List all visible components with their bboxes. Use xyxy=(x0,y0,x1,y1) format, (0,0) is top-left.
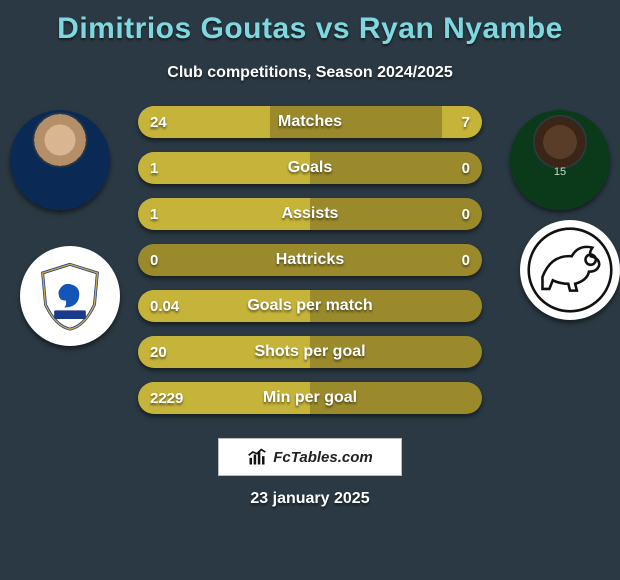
stat-row: 10Goals xyxy=(138,152,482,184)
brand-text: FcTables.com xyxy=(273,449,372,466)
stat-row: 2229Min per goal xyxy=(138,382,482,414)
stat-row: 247Matches xyxy=(138,106,482,138)
stat-row: 10Assists xyxy=(138,198,482,230)
stat-label: Min per goal xyxy=(138,382,482,414)
club-left-logo xyxy=(20,246,120,346)
stat-label: Goals xyxy=(138,152,482,184)
date-text: 23 january 2025 xyxy=(250,490,369,508)
stat-row: 20Shots per goal xyxy=(138,336,482,368)
chart-icon xyxy=(247,447,267,467)
stat-label: Assists xyxy=(138,198,482,230)
stat-label: Hattricks xyxy=(138,244,482,276)
stat-label: Goals per match xyxy=(138,290,482,322)
page-subtitle: Club competitions, Season 2024/2025 xyxy=(0,64,620,82)
player-right-avatar xyxy=(510,110,610,210)
stat-label: Matches xyxy=(138,106,482,138)
page-title: Dimitrios Goutas vs Ryan Nyambe xyxy=(0,0,620,46)
footer: FcTables.com 23 january 2025 xyxy=(0,438,620,508)
club-right-logo xyxy=(520,220,620,320)
brand-badge: FcTables.com xyxy=(218,438,402,476)
player-left-avatar xyxy=(10,110,110,210)
stat-label: Shots per goal xyxy=(138,336,482,368)
derby-ram-icon xyxy=(527,227,613,313)
stat-row: 00Hattricks xyxy=(138,244,482,276)
stat-bars: 247Matches 10Goals 10Assists 00Hattricks 0.0… xyxy=(138,106,482,428)
cardiff-icon xyxy=(34,260,106,332)
stat-row: 0.04Goals per match xyxy=(138,290,482,322)
